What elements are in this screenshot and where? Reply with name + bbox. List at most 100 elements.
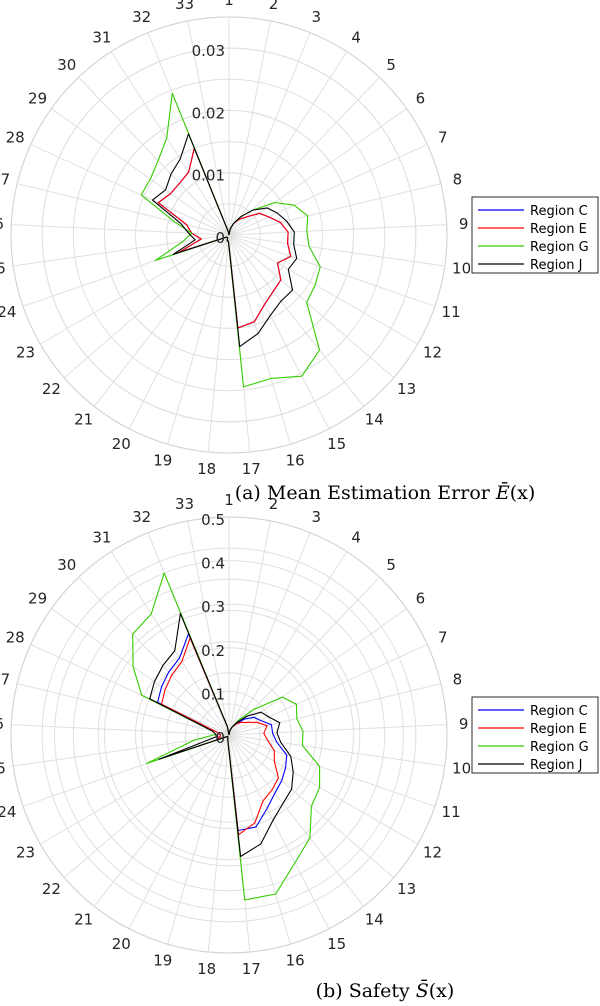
angle-tick-label: 33 <box>175 0 194 13</box>
spoke <box>11 224 230 236</box>
angle-tick-label: 31 <box>92 528 111 546</box>
spoke <box>39 234 230 345</box>
angle-tick-label: 18 <box>197 960 216 978</box>
angle-tick-label: 17 <box>242 460 261 478</box>
angle-tick-label: 19 <box>153 452 172 470</box>
spoke <box>228 734 365 907</box>
spoke <box>110 51 230 236</box>
spoke <box>110 551 230 736</box>
angle-tick-label: 9 <box>459 715 469 733</box>
spoke <box>228 734 419 845</box>
legend: Region C Region E Region G Region J <box>471 196 599 274</box>
spoke <box>167 234 230 445</box>
spoke <box>93 234 230 407</box>
angle-tick-label: 12 <box>423 344 442 362</box>
angle-tick-label: 20 <box>112 435 131 453</box>
spoke <box>167 734 230 945</box>
angle-tick-label: 15 <box>327 935 346 953</box>
spoke <box>228 224 447 236</box>
radial-tick-label: 0.03 <box>192 42 225 60</box>
spoke <box>93 734 230 907</box>
spoke <box>63 234 230 379</box>
legend-label: Region G <box>530 240 589 255</box>
spoke <box>51 108 230 236</box>
figure-caption: (a) Mean Estimation Error Ē(x) <box>235 481 536 504</box>
spoke <box>228 234 291 445</box>
spoke <box>30 143 230 236</box>
spoke <box>228 724 447 736</box>
angle-tick-label: 23 <box>16 344 35 362</box>
angle-tick-label: 19 <box>153 952 172 970</box>
spoke <box>187 20 230 236</box>
angle-tick-label: 13 <box>397 380 416 398</box>
spoke <box>228 734 330 929</box>
spoke <box>228 683 441 736</box>
spoke <box>228 734 436 807</box>
angle-tick-label: 13 <box>397 880 416 898</box>
angle-tick-label: 31 <box>92 28 111 46</box>
radial-tick-label: 0.3 <box>201 598 225 616</box>
angle-tick-label: 10 <box>452 259 471 277</box>
angle-tick-label: 20 <box>112 935 131 953</box>
spoke <box>30 643 230 736</box>
legend: Region C Region E Region G Region J <box>471 696 599 774</box>
spoke <box>228 234 365 407</box>
spoke <box>228 32 311 236</box>
legend-label: Region J <box>530 758 582 773</box>
spoke <box>228 234 419 345</box>
radial-tick-label: 0.4 <box>201 555 225 573</box>
legend-label: Region E <box>530 222 587 237</box>
spoke <box>228 234 436 307</box>
angle-tick-label: 23 <box>16 844 35 862</box>
angle-tick-label: 29 <box>28 590 47 608</box>
angle-tick-label: 15 <box>327 435 346 453</box>
spoke <box>228 76 380 236</box>
polar-chart-a: 00.010.020.031 23456789101112131415161718… <box>0 0 599 504</box>
angle-tick-label: 5 <box>386 556 396 574</box>
radial-tick-label: 0 <box>215 729 225 747</box>
angle-tick-label: 11 <box>442 803 461 821</box>
angle-tick-label: 5 <box>386 56 396 74</box>
angle-tick-label: 17 <box>242 960 261 978</box>
angle-tick-label: 21 <box>74 411 93 429</box>
spoke <box>78 576 230 736</box>
angle-tick-label: 16 <box>286 952 305 970</box>
angle-tick-label: 26 <box>0 215 4 233</box>
spoke <box>228 608 407 736</box>
radial-tick-label: 0.02 <box>192 104 225 122</box>
angle-tick-label: 29 <box>28 90 47 108</box>
angle-tick-label: 16 <box>286 452 305 470</box>
legend-label: Region C <box>530 204 588 219</box>
spoke <box>128 234 230 429</box>
polar-chart-b: 00.10.20.30.40.51 23456789101112131415161… <box>0 491 599 1002</box>
angle-tick-label: 24 <box>0 303 16 321</box>
radial-tick-label: 0.01 <box>192 167 225 185</box>
angle-tick-label: 22 <box>42 880 61 898</box>
spoke <box>51 608 230 736</box>
angle-tick-label: 12 <box>423 844 442 862</box>
angle-tick-label: 32 <box>132 508 151 526</box>
angle-tick-label: 14 <box>365 411 384 429</box>
spoke <box>228 520 271 736</box>
angle-tick-label: 14 <box>365 911 384 929</box>
angle-tick-label: 10 <box>452 759 471 777</box>
angle-tick-label: 18 <box>197 460 216 478</box>
angle-tick-label: 33 <box>175 495 194 513</box>
spoke <box>228 234 330 429</box>
radial-tick-label: 0 <box>215 229 225 247</box>
angle-tick-label: 8 <box>453 171 463 189</box>
angle-tick-label: 6 <box>416 590 426 608</box>
spoke <box>17 683 230 736</box>
spoke <box>228 576 380 736</box>
spoke <box>128 734 230 929</box>
spoke <box>228 234 395 379</box>
spoke <box>207 734 230 953</box>
angle-tick-label: 6 <box>416 90 426 108</box>
spoke <box>17 183 230 236</box>
radial-tick-label: 0.2 <box>201 642 225 660</box>
legend-label: Region E <box>530 722 587 737</box>
angle-tick-label: 2 <box>269 0 279 13</box>
spoke <box>13 234 230 267</box>
spoke <box>228 20 271 236</box>
